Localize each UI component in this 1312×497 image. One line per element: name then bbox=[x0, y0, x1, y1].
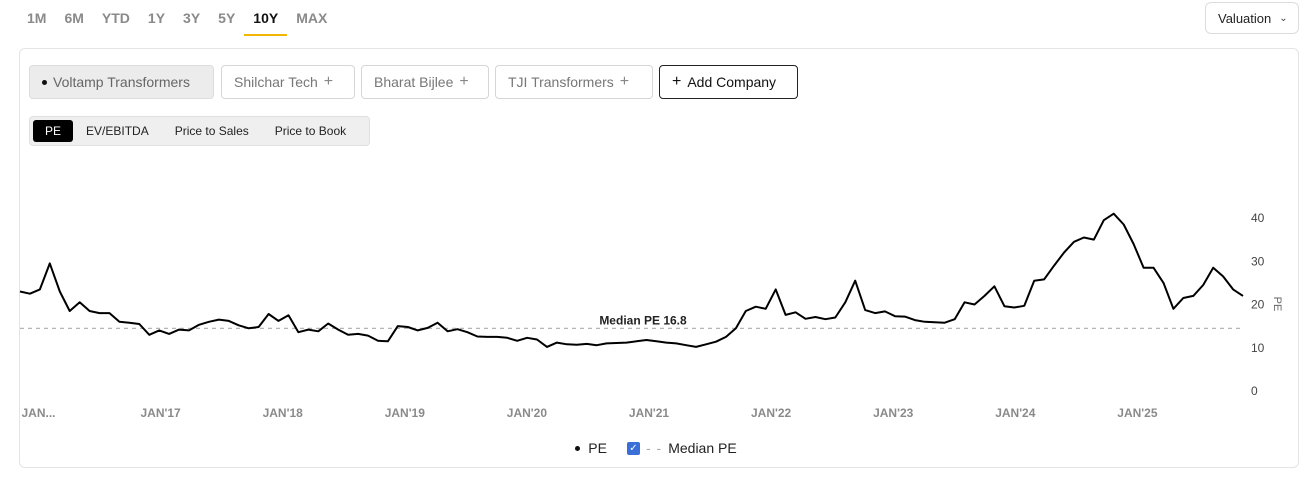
valuation-dropdown-label: Valuation bbox=[1218, 10, 1272, 26]
company-chip-label: Voltamp Transformers bbox=[53, 74, 190, 90]
range-tab-ytd[interactable]: YTD bbox=[101, 10, 130, 26]
company-chip-label: Bharat Bijlee bbox=[374, 74, 454, 90]
legend-item-median[interactable]: ✓ - - Median PE bbox=[626, 440, 737, 456]
add-company-button[interactable]: + Add Company bbox=[659, 65, 798, 99]
range-tab-1m[interactable]: 1M bbox=[27, 10, 47, 26]
range-tab-10y[interactable]: 10Y bbox=[244, 0, 288, 36]
range-tab-max[interactable]: MAX bbox=[296, 10, 328, 26]
chevron-down-icon: ⌄ bbox=[1279, 12, 1288, 24]
metric-tab-pe[interactable]: PE bbox=[33, 120, 74, 142]
range-tab-1y[interactable]: 1Y bbox=[147, 10, 166, 26]
company-chip-label: Shilchar Tech bbox=[234, 74, 318, 90]
add-company-label: Add Company bbox=[687, 74, 777, 90]
company-chip-bharat-bijlee[interactable]: Bharat Bijlee + bbox=[361, 65, 489, 99]
metric-tab-price-to-sales[interactable]: Price to Sales bbox=[174, 124, 249, 138]
metric-tab-ev-ebitda[interactable]: EV/EBITDA bbox=[86, 124, 149, 138]
plus-icon: + bbox=[323, 73, 334, 90]
checkbox-checked-icon[interactable]: ✓ bbox=[626, 441, 640, 455]
plus-icon: + bbox=[459, 73, 469, 90]
range-tab-6m[interactable]: 6M bbox=[64, 10, 84, 26]
legend-item-pe[interactable]: PE bbox=[575, 440, 607, 456]
company-chip-voltamp[interactable]: Voltamp Transformers bbox=[29, 65, 214, 99]
company-chip-tji[interactable]: TJI Transformers + bbox=[495, 65, 653, 99]
legend-median-label: Median PE bbox=[668, 440, 737, 456]
metric-tabs: PE EV/EBITDA Price to Sales Price to Book bbox=[29, 116, 370, 146]
metric-tab-price-to-book[interactable]: Price to Book bbox=[274, 124, 347, 138]
legend-pe-label: PE bbox=[588, 440, 607, 456]
company-chip-label: TJI Transformers bbox=[508, 74, 614, 90]
dashed-line-icon: - - bbox=[645, 440, 663, 456]
range-tab-3y[interactable]: 3Y bbox=[183, 10, 201, 26]
plus-icon: + bbox=[619, 73, 630, 90]
plus-icon: + bbox=[672, 73, 682, 90]
chart-card bbox=[19, 48, 1299, 468]
pe-dot-icon bbox=[575, 445, 581, 451]
time-range-tabs: 1M 6M YTD 1Y 3Y 5Y 10Y MAX bbox=[18, 0, 336, 36]
chart-legend: PE ✓ - - Median PE bbox=[0, 440, 1312, 456]
company-chip-shilchar[interactable]: Shilchar Tech + bbox=[221, 65, 355, 99]
valuation-dropdown[interactable]: Valuation ⌄ bbox=[1205, 2, 1299, 34]
selected-dot-icon bbox=[42, 79, 47, 85]
range-tab-5y[interactable]: 5Y bbox=[218, 10, 236, 26]
